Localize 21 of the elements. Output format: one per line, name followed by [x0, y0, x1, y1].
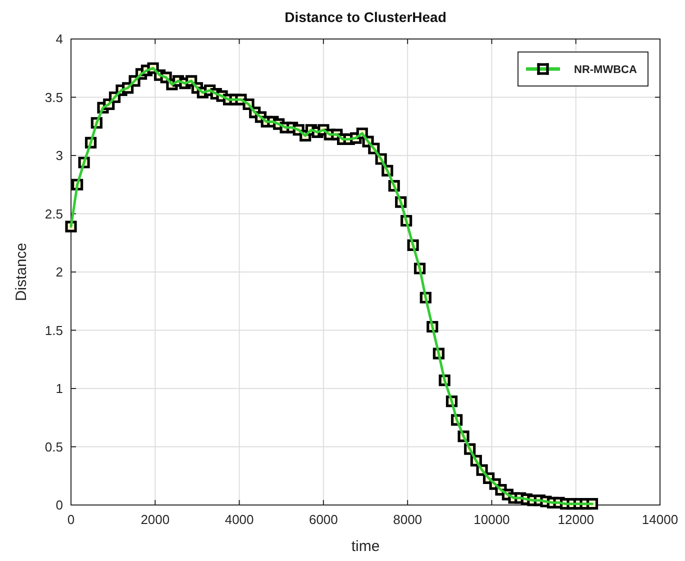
y-tick-label: 1.5 [44, 322, 63, 338]
y-tick-label: 0.5 [44, 439, 63, 454]
x-tick-label: 10000 [474, 512, 510, 527]
y-tick-label: 4 [56, 32, 63, 47]
x-tick-label: 2000 [140, 512, 170, 527]
x-tick-label: 4000 [224, 512, 254, 527]
legend-label: NR-MWBCA [574, 64, 637, 76]
y-tick-label: 2 [56, 264, 63, 280]
x-tick-label: 0 [67, 512, 75, 527]
x-tick-label: 6000 [308, 512, 338, 527]
y-tick-label: 3 [56, 148, 63, 164]
x-tick-label: 14000 [642, 512, 678, 527]
y-tick-label: 2.5 [44, 206, 63, 222]
x-tick-label: 8000 [393, 512, 422, 527]
x-axis-title: time [351, 538, 380, 555]
x-tick-label: 12000 [558, 512, 594, 527]
y-tick-label: 1 [56, 381, 63, 396]
chart-title: Distance to ClusterHead [284, 9, 446, 25]
y-tick-label: 3.5 [44, 90, 63, 105]
y-tick-label: 0 [56, 498, 63, 513]
y-axis-title: Distance [13, 242, 30, 302]
